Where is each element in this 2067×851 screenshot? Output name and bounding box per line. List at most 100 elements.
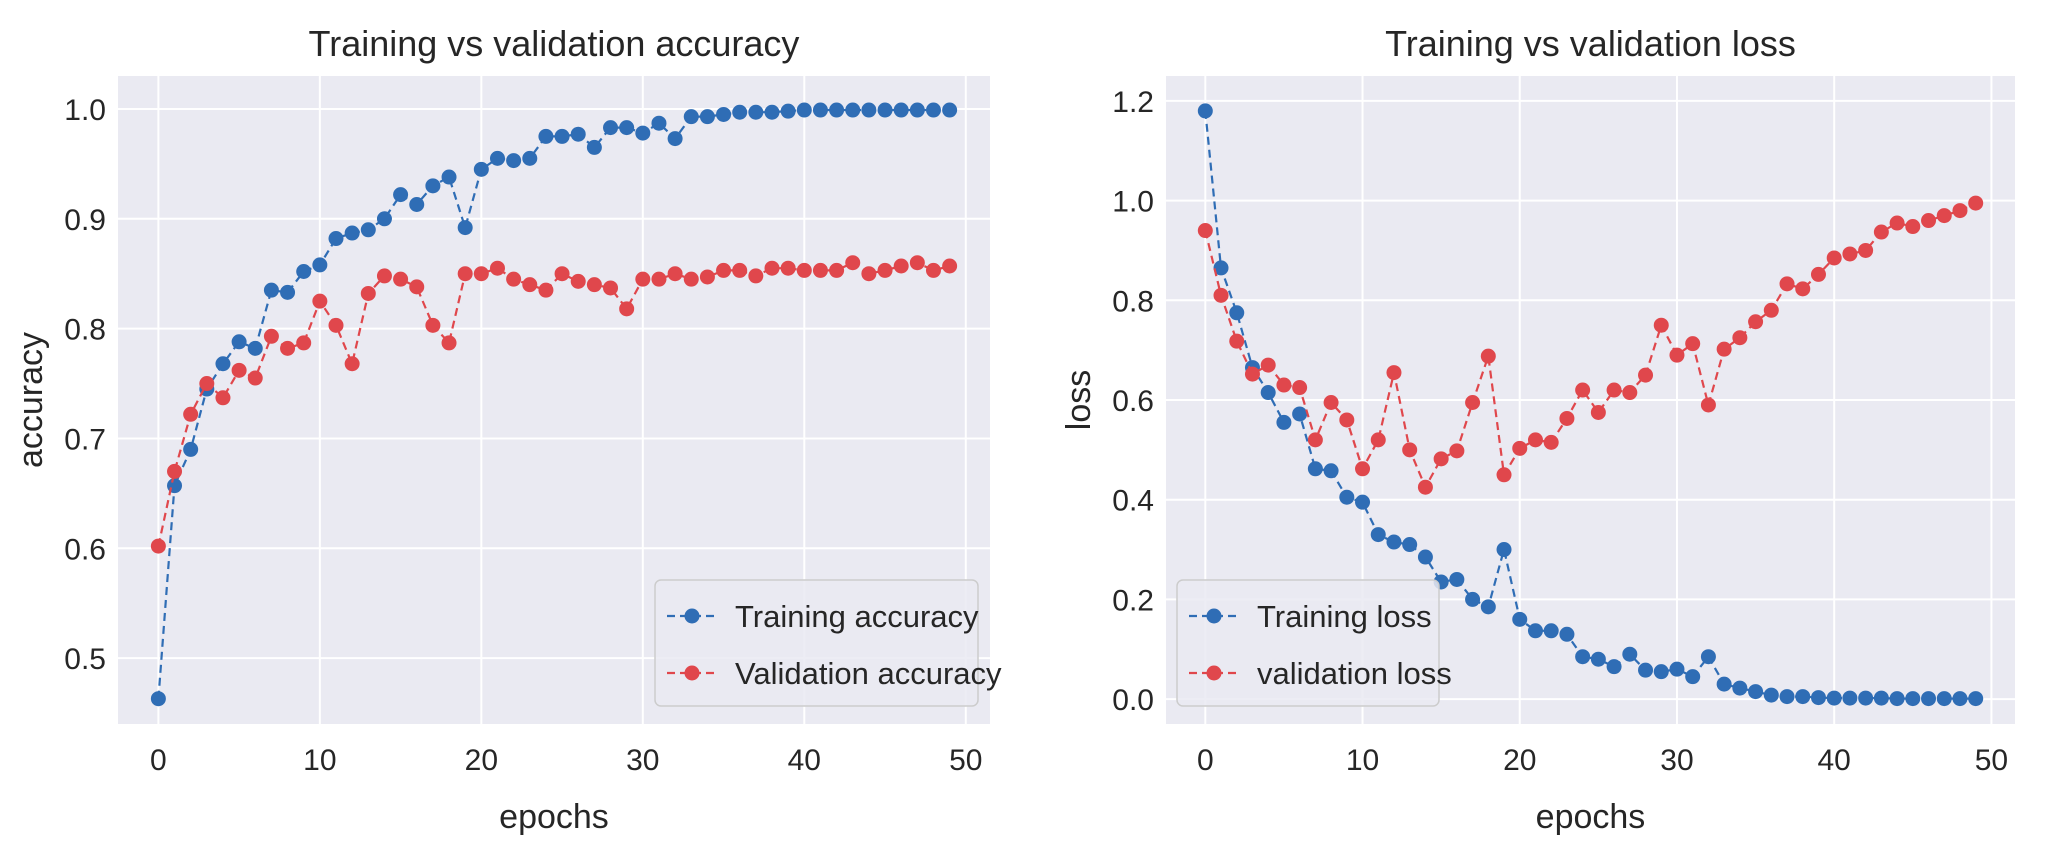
data-point	[1685, 336, 1700, 351]
y-tick-label: 0.7	[64, 423, 106, 456]
data-point	[1685, 669, 1700, 684]
data-point	[1780, 276, 1795, 291]
data-point	[716, 107, 731, 122]
data-point	[393, 272, 408, 287]
data-point	[1371, 432, 1386, 447]
data-point	[1890, 691, 1905, 706]
data-point	[587, 140, 602, 155]
chart-title: Training vs validation loss	[1385, 23, 1796, 64]
data-point	[619, 120, 634, 135]
data-point	[700, 269, 715, 284]
data-point	[1795, 281, 1810, 296]
data-point	[732, 263, 747, 278]
data-point	[1921, 691, 1936, 706]
data-point	[232, 334, 247, 349]
data-point	[910, 103, 925, 118]
data-point	[1544, 435, 1559, 450]
data-point	[345, 226, 360, 241]
data-point	[1276, 415, 1291, 430]
data-point	[1591, 652, 1606, 667]
data-point	[1544, 623, 1559, 638]
data-point	[1261, 385, 1276, 400]
data-point	[1449, 572, 1464, 587]
y-tick-label: 1.2	[1112, 86, 1154, 119]
data-point	[651, 272, 666, 287]
legend: Training lossvalidation loss	[1177, 580, 1452, 706]
data-point	[1465, 592, 1480, 607]
data-point	[1559, 411, 1574, 426]
data-point	[264, 329, 279, 344]
data-point	[1638, 368, 1653, 383]
data-point	[1669, 662, 1684, 677]
data-point	[1386, 535, 1401, 550]
data-point	[1497, 542, 1512, 557]
data-point	[894, 259, 909, 274]
data-point	[1732, 330, 1747, 345]
data-point	[571, 127, 586, 142]
data-point	[1764, 303, 1779, 318]
data-point	[490, 151, 505, 166]
data-point	[538, 283, 553, 298]
data-point	[361, 222, 376, 237]
data-point	[377, 268, 392, 283]
legend: Training accuracyValidation accuracy	[655, 580, 1002, 706]
data-point	[1937, 208, 1952, 223]
data-point	[651, 116, 666, 131]
data-point	[1874, 691, 1889, 706]
data-point	[1764, 688, 1779, 703]
data-point	[1371, 527, 1386, 542]
data-point	[1701, 397, 1716, 412]
data-point	[797, 103, 812, 118]
data-point	[1324, 395, 1339, 410]
data-point	[312, 294, 327, 309]
data-point	[1811, 690, 1826, 705]
data-point	[765, 105, 780, 120]
data-point	[942, 103, 957, 118]
data-point	[1575, 383, 1590, 398]
data-point	[1512, 612, 1527, 627]
legend-marker	[1207, 609, 1222, 624]
data-point	[1748, 314, 1763, 329]
data-point	[409, 197, 424, 212]
data-point	[684, 109, 699, 124]
data-point	[296, 264, 311, 279]
data-point	[1858, 691, 1873, 706]
data-point	[700, 109, 715, 124]
data-point	[409, 279, 424, 294]
x-tick-label: 30	[626, 744, 659, 777]
data-point	[781, 261, 796, 276]
data-point	[1591, 405, 1606, 420]
data-point	[167, 464, 182, 479]
data-point	[425, 318, 440, 333]
data-point	[1952, 203, 1967, 218]
data-point	[1968, 196, 1983, 211]
data-point	[668, 131, 683, 146]
data-point	[1748, 684, 1763, 699]
legend-marker	[685, 609, 700, 624]
data-point	[1842, 246, 1857, 261]
data-point	[1717, 677, 1732, 692]
legend-marker	[1207, 666, 1222, 681]
data-point	[1732, 681, 1747, 696]
data-point	[942, 259, 957, 274]
data-point	[1905, 219, 1920, 234]
data-point	[878, 263, 893, 278]
data-point	[442, 170, 457, 185]
data-point	[329, 318, 344, 333]
data-point	[458, 220, 473, 235]
data-point	[215, 390, 230, 405]
y-axis-label: accuracy	[12, 332, 50, 468]
data-point	[1512, 441, 1527, 456]
data-point	[361, 286, 376, 301]
data-point	[1827, 691, 1842, 706]
y-tick-label: 0.4	[1112, 485, 1154, 518]
data-point	[312, 257, 327, 272]
data-point	[232, 363, 247, 378]
y-tick-label: 0.6	[1112, 385, 1154, 418]
data-point	[1701, 649, 1716, 664]
data-point	[280, 341, 295, 356]
data-point	[1717, 342, 1732, 357]
data-point	[910, 255, 925, 270]
data-point	[425, 178, 440, 193]
data-point	[538, 129, 553, 144]
